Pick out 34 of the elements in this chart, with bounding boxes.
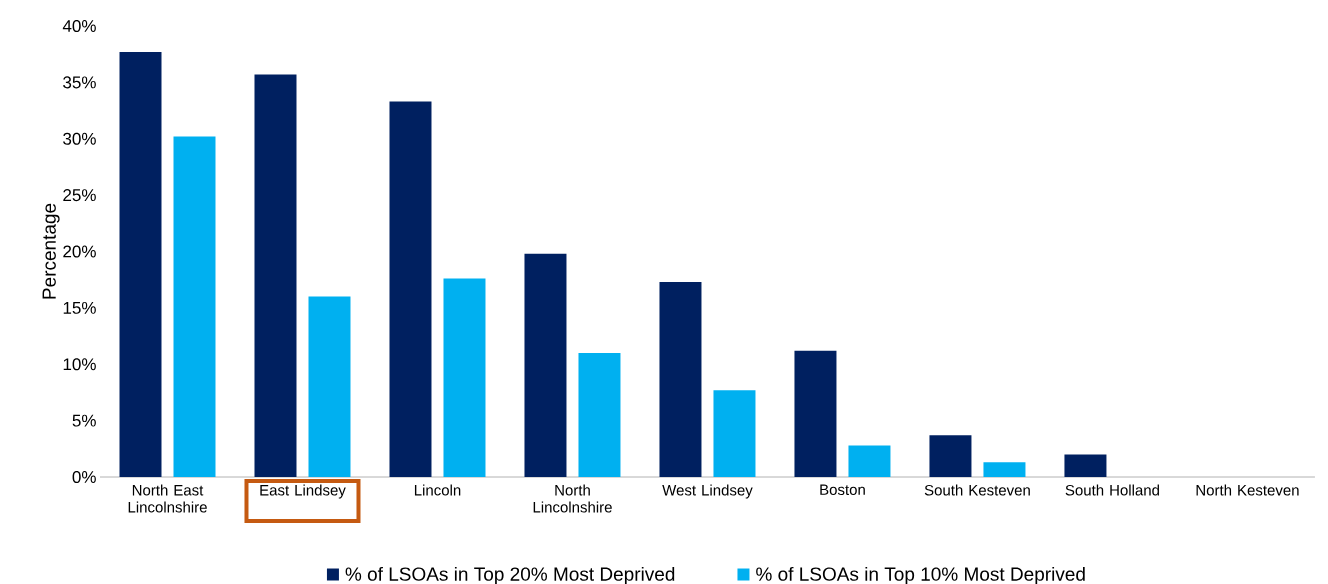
- bar: [389, 101, 432, 477]
- legend-label: % of LSOAs in Top 10% Most Deprived: [756, 566, 1085, 584]
- y-tick-label: 15%: [63, 301, 96, 314]
- bar: [659, 281, 702, 477]
- bar: [524, 253, 567, 477]
- y-tick-label: 35%: [63, 76, 96, 89]
- x-tick-label: North Kesteven: [1196, 484, 1299, 496]
- y-axis-title: Percentage: [42, 203, 60, 299]
- bar: [983, 462, 1026, 477]
- bar: [443, 278, 486, 477]
- x-tick-label: South Holland: [1065, 484, 1159, 496]
- bar: [119, 51, 162, 477]
- x-tick-label: North East Lincolnshire: [128, 484, 207, 513]
- bar: [1064, 454, 1107, 477]
- bar: [794, 350, 837, 477]
- bar: [713, 390, 756, 477]
- bar: [848, 445, 891, 477]
- y-tick-label: 40%: [62, 19, 96, 33]
- y-tick-label: 5%: [72, 414, 96, 427]
- x-tick-label: Lincoln: [414, 484, 461, 496]
- x-tick-label: Boston: [820, 484, 865, 495]
- x-tick-label: North Lincolnshire: [533, 484, 612, 513]
- y-tick-label: 25%: [63, 189, 96, 202]
- x-tick-label: West Lindsey: [662, 484, 753, 499]
- y-tick-label: 0%: [72, 470, 96, 484]
- x-tick-label: East Lindsey: [260, 484, 346, 499]
- legend-label: % of LSOAs in Top 20% Most Deprived: [345, 566, 675, 584]
- y-tick-label: 30%: [63, 132, 96, 145]
- x-tick-label: South Kesteven: [924, 484, 1030, 496]
- bar: [929, 435, 972, 477]
- bar: [173, 136, 216, 477]
- bar: [578, 352, 621, 477]
- y-tick-label: 20%: [63, 245, 96, 258]
- y-tick-label: 10%: [63, 358, 96, 371]
